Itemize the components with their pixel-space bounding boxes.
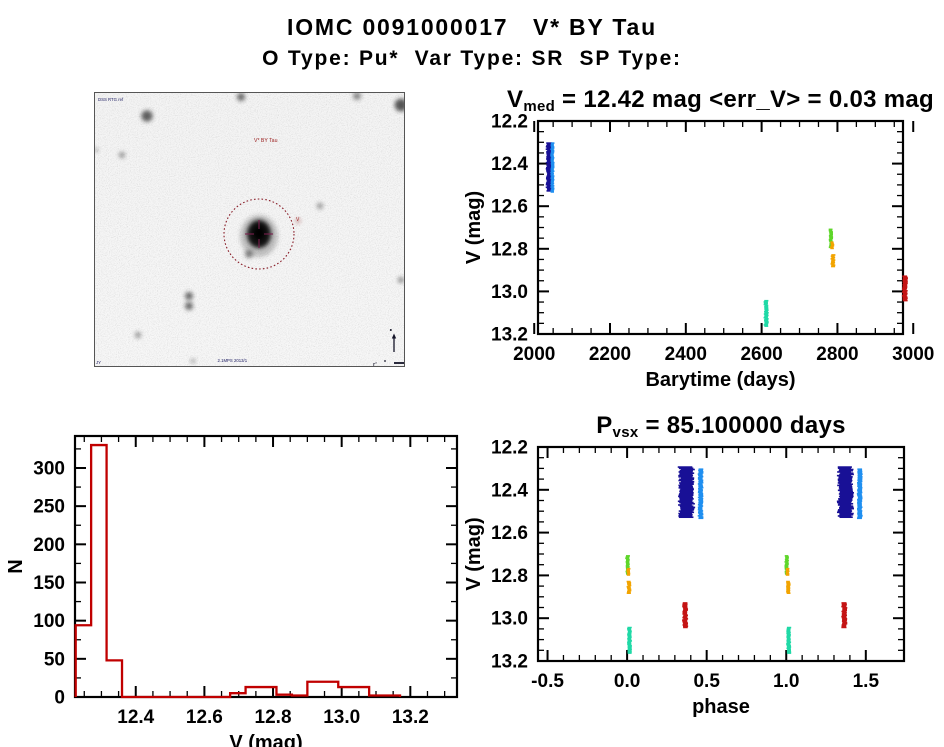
- svg-text:12.6: 12.6: [491, 197, 528, 218]
- svg-text:12.4: 12.4: [491, 480, 528, 501]
- svg-text:13.2: 13.2: [491, 652, 528, 673]
- svg-text:13.0: 13.0: [491, 282, 528, 303]
- svg-text:12.4: 12.4: [491, 154, 528, 175]
- svg-text:Barytime (days): Barytime (days): [645, 369, 795, 391]
- svg-text:V (mag): V (mag): [463, 191, 485, 264]
- svg-text:1.0: 1.0: [773, 671, 799, 692]
- svg-text:200: 200: [33, 535, 65, 556]
- svg-text:12.8: 12.8: [491, 239, 528, 260]
- svg-text:-0.5: -0.5: [531, 671, 564, 692]
- svg-text:13.0: 13.0: [491, 609, 528, 630]
- svg-text:12.8: 12.8: [255, 707, 292, 728]
- svg-text:DSS RTG ref: DSS RTG ref: [98, 97, 124, 102]
- svg-text:2.1MPS 2013/1: 2.1MPS 2013/1: [218, 358, 248, 363]
- svg-text:2400: 2400: [665, 344, 707, 365]
- svg-text:N: N: [5, 559, 27, 573]
- svg-text:1.5: 1.5: [853, 671, 880, 692]
- svg-text:150: 150: [33, 573, 65, 594]
- svg-text:2200: 2200: [589, 344, 631, 365]
- svg-text:Pvsx = 85.100000 days: Pvsx = 85.100000 days: [596, 412, 846, 441]
- svg-text:2600: 2600: [740, 344, 782, 365]
- svg-text:2800: 2800: [816, 344, 858, 365]
- svg-text:100: 100: [33, 611, 65, 632]
- svg-text:12.6: 12.6: [186, 707, 223, 728]
- svg-text:2000: 2000: [513, 344, 555, 365]
- svg-text:phase: phase: [692, 696, 750, 718]
- svg-text:0.5: 0.5: [693, 671, 720, 692]
- svg-text:0.0: 0.0: [614, 671, 640, 692]
- svg-text:12.4: 12.4: [117, 707, 154, 728]
- svg-text:13.2: 13.2: [392, 707, 429, 728]
- svg-text:12.2: 12.2: [491, 438, 528, 459]
- svg-text:0: 0: [54, 688, 65, 709]
- svg-text:13.0: 13.0: [323, 707, 360, 728]
- svg-text:250: 250: [33, 497, 65, 518]
- svg-text:300: 300: [33, 458, 65, 479]
- svg-text:3000: 3000: [892, 344, 934, 365]
- svg-text:12.6: 12.6: [491, 523, 528, 544]
- svg-text:Vmed = 12.42 mag <err_V> = 0.0: Vmed = 12.42 mag <err_V> = 0.03 mag: [507, 86, 934, 115]
- svg-text:V* BY Tau: V* BY Tau: [254, 138, 278, 144]
- svg-text:12.8: 12.8: [491, 566, 528, 587]
- svg-text:13.2: 13.2: [491, 325, 528, 346]
- svg-text:50: 50: [44, 649, 65, 670]
- svg-text:JY: JY: [96, 360, 101, 365]
- svg-text:V (mag): V (mag): [229, 732, 302, 747]
- svg-text:V (mag): V (mag): [463, 517, 485, 590]
